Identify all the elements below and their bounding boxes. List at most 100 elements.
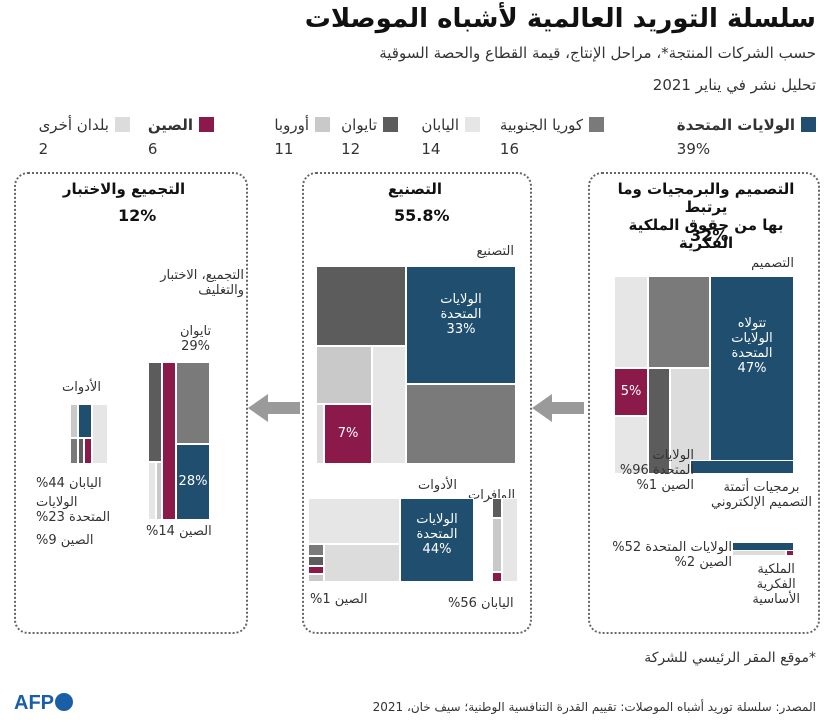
atp-taiwan-label: تايوان 29% (180, 324, 211, 354)
ip-usa-text: الولايات المتحدة 52% (612, 540, 732, 555)
atp-china-bar (162, 362, 176, 520)
atp-tools-usa-line1: الولايات (36, 495, 78, 510)
design-other-block (614, 416, 648, 474)
fab-usa-label: الولايات المتحدة 33% (408, 292, 514, 337)
tools-europe-block (324, 544, 400, 582)
atp-tools-korea (70, 438, 78, 464)
legend-label: بلدان أخرى (38, 116, 109, 134)
assembly-section-box (14, 172, 248, 634)
tools-japan-block (308, 498, 400, 544)
ip-other-bar (732, 550, 786, 556)
design-korea-block (648, 276, 710, 368)
materials-china-block (492, 572, 502, 582)
design-sub-label: التصميم (751, 256, 794, 271)
manufacturing-share: 55.8% (394, 206, 450, 225)
tools-usa-line2: المتحدة (416, 527, 458, 542)
materials-japan-block (502, 498, 518, 582)
atp-taiwan-line2: 29% (181, 339, 210, 354)
assembly-title: التجميع والاختبار (62, 180, 186, 198)
arrow-left-icon (248, 394, 300, 422)
tools-other-block (308, 574, 324, 582)
design-title-line2: بها من حقوق الملكية الفكرية (628, 216, 784, 252)
legend-value: 16 (499, 140, 519, 158)
legend-item: الولايات المتحدة 39% (677, 116, 816, 158)
eda-usa-bar (690, 460, 794, 474)
design-usa-pct: 47% (737, 361, 767, 376)
legend-label: تايوان (341, 116, 377, 134)
arrow-left-icon (532, 394, 584, 422)
atp-tools-europe (70, 404, 78, 438)
tools-taiwan-block (308, 556, 324, 566)
legend-swatch (383, 117, 398, 132)
design-taiwan-block (648, 368, 670, 474)
ip-label-line2: الفكرية (756, 577, 796, 592)
fab-usa-block (406, 266, 516, 384)
atp-taiwan-block (176, 362, 210, 444)
atp-europe-block (156, 462, 162, 520)
legend-label: أوروبا (274, 116, 309, 134)
tools-china-block (308, 566, 324, 574)
atp-label-line1: التجميع، الاختبار (160, 268, 244, 283)
legend-value: 6 (147, 140, 158, 158)
fab-taiwan-block (316, 266, 406, 346)
ip-china-text: الصين 2% (674, 555, 732, 570)
source-credit: المصدر: سلسلة توريد أشباه الموصلات: تقيي… (372, 700, 816, 714)
ip-label-line3: الأساسية (752, 592, 800, 607)
design-share: 32% (690, 226, 729, 245)
tools-usa-block (400, 498, 474, 582)
design-europe-block (670, 368, 710, 474)
atp-tools-japan (92, 404, 108, 464)
atp-tools-labels: اليابان 44% الولايات المتحدة 23% الصين 9… (36, 476, 110, 548)
atp-taiwan-line1: تايوان (180, 324, 212, 339)
publication-date: تحليل نشر في يناير 2021 (652, 76, 816, 94)
design-usa-line3: المتحدة (731, 346, 773, 361)
legend-value: 14 (421, 140, 441, 158)
legend-swatch (199, 117, 214, 132)
fab-china-pct: 7% (337, 426, 359, 441)
design-usa-line2: الولايات (731, 331, 773, 346)
tools-korea-block (308, 544, 324, 556)
atp-label-line2: والتغليف (198, 283, 244, 298)
eda-usa-line1: الولايات (652, 448, 694, 463)
legend-item: أوروبا 11 (274, 116, 330, 158)
fab-korea-block (406, 384, 516, 464)
page-subtitle: حسب الشركات المنتجة*، مراحل الإنتاج، قيم… (379, 44, 816, 62)
atp-tools-china (84, 438, 92, 464)
atp-tools-taiwan (78, 438, 84, 464)
ip-china-bar (786, 550, 794, 556)
fab-europe-block (316, 346, 372, 404)
legend-label: كوريا الجنوبية (499, 116, 583, 134)
design-china-pct: 5% (620, 384, 642, 399)
fab-japan-block (372, 346, 406, 464)
eda-usa-line2: المتحدة 96% (619, 463, 694, 478)
eda-china-label: الصين 1% (636, 478, 694, 493)
atp-china-label: الصين 14% (146, 524, 212, 539)
tools-usa-line1: الولايات (416, 512, 458, 527)
afp-logo-text: AFP (14, 692, 54, 714)
fab-china-block (324, 404, 372, 464)
legend-value: 11 (274, 140, 294, 158)
atp-japan-block (148, 462, 156, 520)
design-title-line1: التصميم والبرمجيات وما يرتبط (617, 180, 795, 216)
tools-usa-label: الولايات المتحدة 44% (400, 512, 474, 557)
ip-label: الملكية الفكرية الأساسية (752, 562, 800, 607)
atp-tools-label: الأدوات (62, 380, 101, 395)
fab-usa-line2: المتحدة (440, 307, 482, 322)
mfg-tools-label: الأدوات (418, 478, 457, 493)
fab-sub-label: التصنيع (476, 244, 514, 259)
atp-tools-japan-label: اليابان 44% (36, 476, 102, 491)
materials-taiwan-block (492, 498, 502, 518)
legend-swatch (465, 117, 480, 132)
design-usa-label: تتولاه الولايات المتحدة 47% (712, 316, 792, 376)
legend-value: 39% (676, 140, 711, 158)
legend-swatch (801, 117, 816, 132)
legend-swatch (315, 117, 330, 132)
legend-value: 12 (341, 140, 361, 158)
fab-usa-pct: 33% (446, 322, 476, 337)
assembly-share: 12% (118, 206, 157, 225)
design-usa-block (710, 276, 794, 474)
legend-swatch (589, 117, 604, 132)
legend-label: الصين (147, 116, 193, 134)
afp-logo-dot-icon (55, 693, 73, 711)
fab-usa-line1: الولايات (440, 292, 482, 307)
